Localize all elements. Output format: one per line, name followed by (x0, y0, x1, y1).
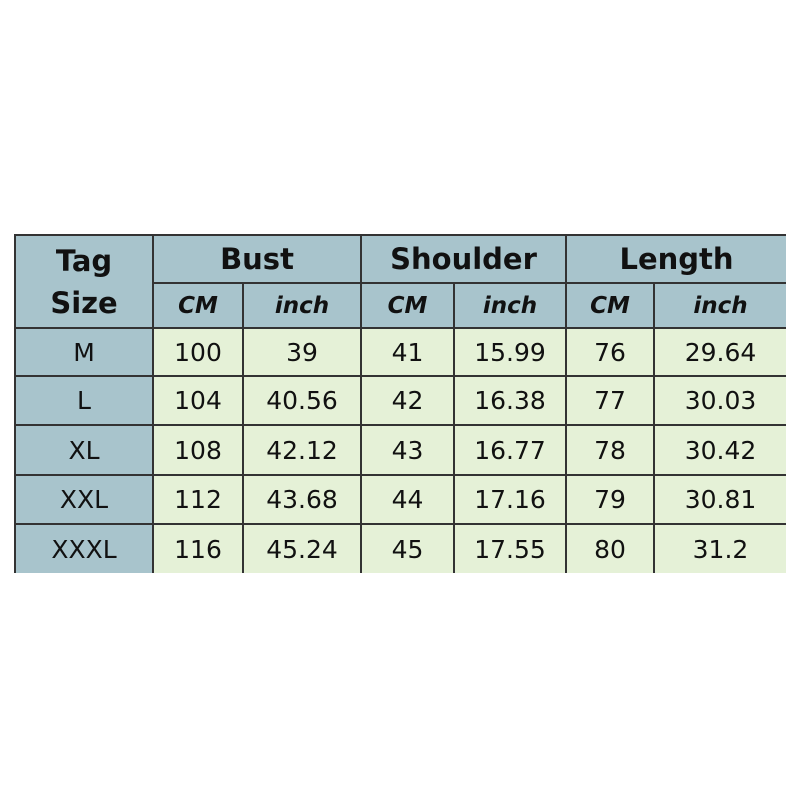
unit-header-text: inch (274, 292, 330, 319)
value-cell: 45.24 (244, 525, 360, 573)
value-text: 104 (174, 386, 222, 415)
value-cell: 30.81 (655, 476, 786, 523)
value-text: 17.16 (474, 485, 546, 514)
value-text: 40.56 (266, 386, 338, 415)
unit-header: CM (362, 284, 453, 327)
value-cell: 42.12 (244, 426, 360, 474)
value-text: 42 (391, 386, 424, 415)
value-text: 15.99 (474, 337, 546, 367)
group-header: Bust (154, 236, 360, 282)
size-label: M (73, 337, 95, 367)
value-text: 39 (286, 337, 318, 367)
value-cell: 43.68 (244, 476, 360, 523)
value-cell: 41 (362, 329, 453, 375)
size-label: XXXL (51, 534, 117, 564)
value-cell: 116 (154, 525, 242, 573)
value-text: 30.42 (684, 435, 757, 465)
value-cell: 29.64 (655, 329, 786, 375)
size-label: XXL (59, 485, 109, 514)
value-cell: 79 (567, 476, 653, 523)
value-text: 112 (174, 485, 222, 514)
value-cell: 31.2 (655, 525, 786, 573)
unit-header: inch (244, 284, 360, 327)
value-text: 17.55 (474, 534, 546, 564)
group-header-text: Shoulder (390, 242, 537, 276)
value-cell: 104 (154, 377, 242, 424)
value-text: 30.03 (684, 386, 757, 415)
group-header-text: Length (619, 242, 734, 276)
value-text: 78 (594, 435, 626, 465)
value-cell: 39 (244, 329, 360, 375)
unit-header-text: CM (590, 292, 630, 319)
value-cell: 44 (362, 476, 453, 523)
unit-header: inch (455, 284, 565, 327)
value-cell: 17.55 (455, 525, 565, 573)
value-text: 44 (391, 485, 424, 514)
value-cell: 40.56 (244, 377, 360, 424)
value-cell: 17.16 (455, 476, 565, 523)
size-cell: M (16, 329, 152, 375)
value-cell: 16.77 (455, 426, 565, 474)
value-text: 43 (391, 435, 424, 465)
value-text: 108 (174, 435, 222, 465)
size-table: Tag Size Bust Shoulder Length CM inch CM inch CM i… (14, 234, 786, 573)
value-text: 45 (391, 534, 424, 564)
group-header: Length (567, 236, 786, 282)
unit-header-text: inch (693, 292, 748, 319)
value-text: 41 (391, 337, 424, 367)
value-text: 43.68 (266, 485, 338, 514)
value-cell: 100 (154, 329, 242, 375)
value-text: 16.38 (474, 386, 546, 415)
value-text: 45.24 (266, 534, 338, 564)
value-cell: 16.38 (455, 377, 565, 424)
value-text: 100 (174, 337, 222, 367)
value-cell: 43 (362, 426, 453, 474)
value-text: 76 (594, 337, 626, 367)
size-label: XL (68, 435, 100, 465)
value-text: 31.2 (692, 534, 749, 564)
unit-header: CM (154, 284, 242, 327)
tag-header-text: Tag (55, 243, 113, 278)
value-text: 29.64 (684, 337, 757, 367)
value-cell: 112 (154, 476, 242, 523)
value-text: 116 (174, 534, 222, 564)
value-cell: 15.99 (455, 329, 565, 375)
value-text: 80 (594, 534, 626, 564)
value-text: 77 (594, 386, 626, 415)
value-cell: 108 (154, 426, 242, 474)
value-cell: 30.03 (655, 377, 786, 424)
value-cell: 76 (567, 329, 653, 375)
unit-header-text: inch (482, 292, 538, 319)
unit-header-text: CM (178, 292, 218, 319)
size-cell: XXL (16, 476, 152, 523)
value-cell: 77 (567, 377, 653, 424)
size-cell: L (16, 377, 152, 424)
value-text: 42.12 (266, 435, 338, 465)
value-cell: 30.42 (655, 426, 786, 474)
group-header-text: Bust (220, 242, 294, 276)
tag-header-text: Size (50, 285, 118, 320)
value-cell: 78 (567, 426, 653, 474)
value-cell: 42 (362, 377, 453, 424)
value-cell: 45 (362, 525, 453, 573)
unit-header: CM (567, 284, 653, 327)
unit-header: inch (655, 284, 786, 327)
unit-header-text: CM (387, 292, 428, 319)
size-cell: XXXL (16, 525, 152, 573)
size-cell: XL (16, 426, 152, 474)
tag-header: Tag Size (16, 236, 152, 327)
group-header: Shoulder (362, 236, 565, 282)
value-text: 30.81 (684, 485, 757, 514)
size-label: L (77, 386, 91, 415)
value-text: 79 (594, 485, 626, 514)
value-text: 16.77 (474, 435, 546, 465)
value-cell: 80 (567, 525, 653, 573)
